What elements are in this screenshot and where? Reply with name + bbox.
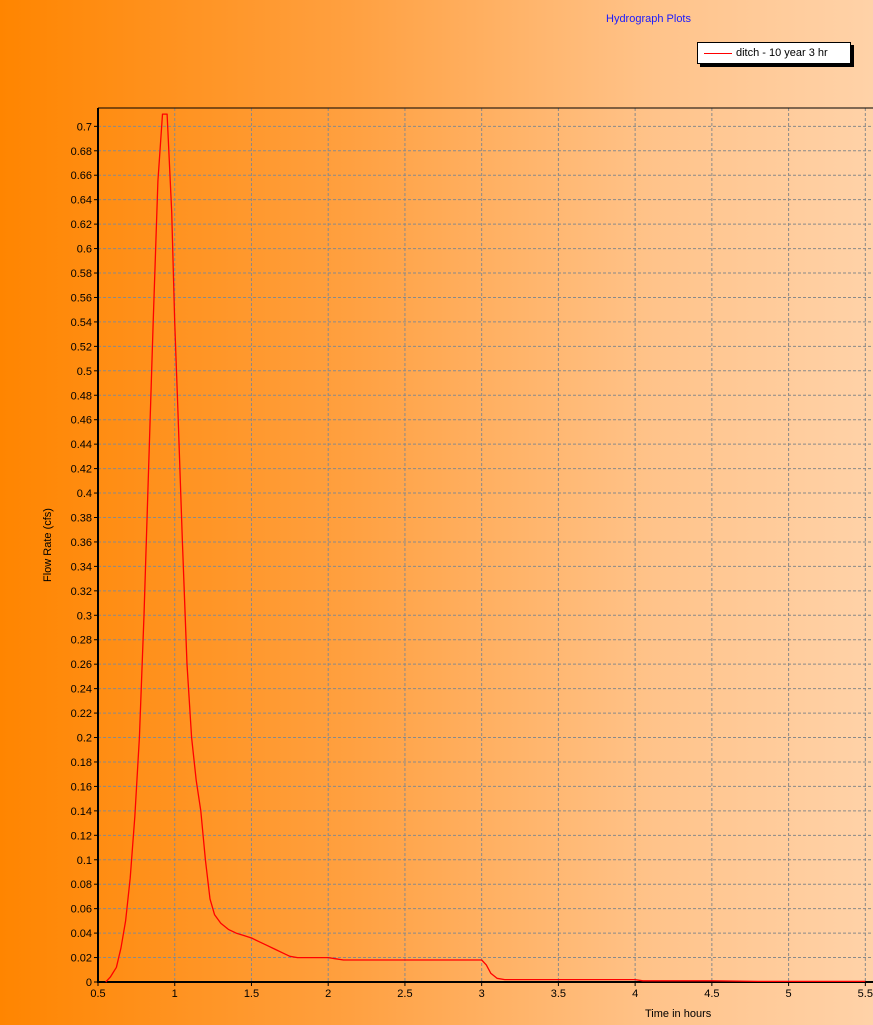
y-tick-label: 0.64 (71, 195, 92, 207)
x-tick-label: 3.5 (551, 988, 566, 1000)
x-tick-label: 2 (325, 988, 331, 1000)
y-tick-label: 0.16 (71, 781, 92, 793)
y-tick-label: 0.62 (71, 219, 92, 231)
y-tick-label: 0.34 (71, 561, 92, 573)
y-tick-label: 0.6 (77, 244, 92, 256)
y-tick-label: 0.24 (71, 684, 92, 696)
grid-lines (98, 108, 873, 982)
y-tick-label: 0.5 (77, 366, 92, 378)
x-axis-label: Time in hours (645, 1008, 711, 1020)
x-tick-label: 1 (172, 988, 178, 1000)
y-tick-label: 0.7 (77, 121, 92, 133)
y-tick-label: 0.14 (71, 806, 92, 818)
x-tick-label: 4 (632, 988, 638, 1000)
series-lines (106, 114, 866, 982)
y-tick-label: 0.54 (71, 317, 92, 329)
y-tick-label: 0.66 (71, 170, 92, 182)
chart-title: Hydrograph Plots (606, 13, 691, 25)
y-tick-label: 0.3 (77, 610, 92, 622)
x-tick-label: 2.5 (397, 988, 412, 1000)
axes (94, 108, 873, 986)
y-tick-label: 0.36 (71, 537, 92, 549)
y-tick-label: 0.08 (71, 879, 92, 891)
y-tick-label: 0.2 (77, 733, 92, 745)
legend-label: ditch - 10 year 3 hr (736, 47, 828, 59)
y-tick-label: 0.32 (71, 586, 92, 598)
y-tick-label: 0.44 (71, 439, 92, 451)
y-tick-label: 0.56 (71, 292, 92, 304)
y-axis-label: Flow Rate (cfs) (42, 508, 54, 582)
y-tick-label: 0.1 (77, 855, 92, 867)
legend: ditch - 10 year 3 hr (697, 42, 851, 64)
x-tick-labels: 0.5 1 1.5 2 2.5 3 3.5 4 4.5 5 5.5 (90, 988, 873, 1000)
y-tick-label: 0.06 (71, 904, 92, 916)
y-tick-label: 0.26 (71, 659, 92, 671)
x-tick-label: 5 (786, 988, 792, 1000)
series-line (106, 114, 866, 982)
x-tick-label: 4.5 (704, 988, 719, 1000)
y-tick-label: 0.38 (71, 512, 92, 524)
y-tick-label: 0.46 (71, 415, 92, 427)
x-tick-label: 5.5 (858, 988, 873, 1000)
x-tick-label: 1.5 (244, 988, 259, 1000)
y-tick-labels: 00.020.040.060.080.10.120.140.160.180.20… (71, 121, 92, 989)
y-tick-label: 0.12 (71, 830, 92, 842)
y-tick-label: 0.68 (71, 146, 92, 158)
x-tick-label: 0.5 (90, 988, 105, 1000)
y-tick-label: 0.58 (71, 268, 92, 280)
y-tick-label: 0.42 (71, 464, 92, 476)
y-tick-label: 0.04 (71, 928, 92, 940)
y-tick-label: 0.48 (71, 390, 92, 402)
y-tick-label: 0.52 (71, 341, 92, 353)
y-tick-label: 0.02 (71, 953, 92, 965)
y-tick-label: 0.28 (71, 635, 92, 647)
y-tick-label: 0.22 (71, 708, 92, 720)
y-tick-label: 0.4 (77, 488, 92, 500)
x-tick-label: 3 (479, 988, 485, 1000)
legend-swatch (704, 53, 732, 54)
y-tick-label: 0.18 (71, 757, 92, 769)
